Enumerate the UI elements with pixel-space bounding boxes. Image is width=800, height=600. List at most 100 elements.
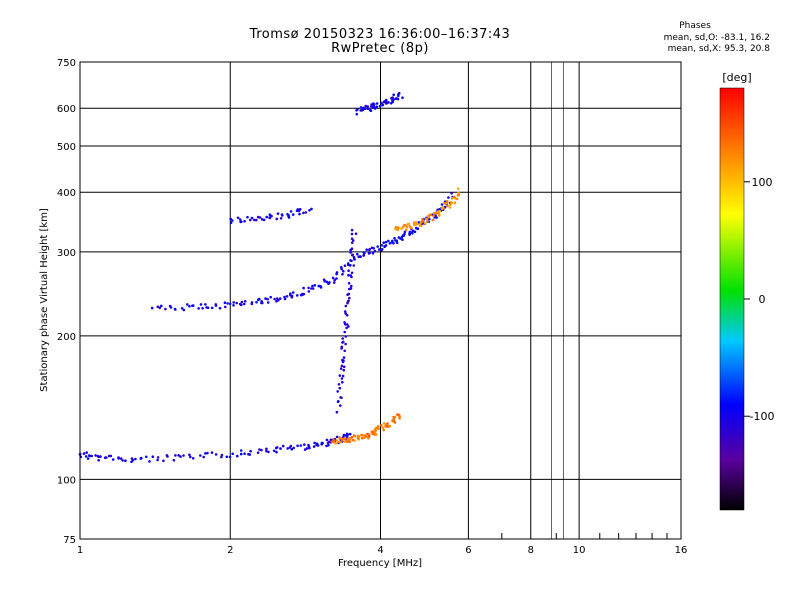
data-point — [220, 455, 223, 459]
data-point — [275, 450, 278, 454]
data-point — [387, 239, 390, 243]
data-point — [285, 295, 289, 298]
data-point — [373, 249, 377, 253]
data-point — [279, 217, 283, 220]
data-point — [363, 435, 367, 438]
data-point — [382, 241, 386, 244]
data-point — [311, 284, 314, 288]
data-point — [340, 345, 344, 349]
data-point — [336, 400, 340, 404]
data-point — [319, 286, 323, 289]
data-point — [291, 291, 295, 294]
data-point — [151, 455, 155, 459]
y-tick-label: 750 — [57, 58, 76, 69]
data-point — [303, 443, 306, 446]
data-point — [343, 321, 346, 324]
data-point — [429, 213, 432, 216]
data-point — [390, 241, 394, 244]
data-point — [325, 438, 329, 442]
data-point — [350, 247, 354, 250]
data-point — [337, 383, 341, 386]
data-point — [240, 220, 243, 223]
data-point — [372, 247, 376, 250]
data-point — [349, 274, 352, 277]
data-point — [210, 451, 214, 454]
data-point — [375, 105, 379, 108]
data-point — [411, 232, 414, 235]
data-point — [283, 297, 287, 301]
data-point — [401, 238, 404, 241]
data-point — [349, 259, 352, 262]
data-point — [290, 294, 294, 298]
data-point — [223, 301, 227, 305]
data-point — [367, 252, 371, 255]
data-point — [258, 297, 261, 301]
data-point — [339, 440, 343, 444]
data-point — [281, 444, 285, 448]
data-point — [342, 270, 345, 273]
data-point — [365, 248, 369, 251]
data-point — [343, 310, 347, 313]
data-point — [350, 284, 353, 288]
data-point — [358, 255, 362, 258]
data-point — [339, 396, 342, 399]
data-point — [260, 218, 264, 221]
data-point — [229, 221, 233, 225]
data-point — [240, 300, 244, 304]
data-point — [289, 210, 293, 213]
data-point — [455, 197, 459, 201]
data-point — [369, 109, 373, 112]
data-point — [393, 415, 397, 419]
colorbar-label: [deg] — [722, 71, 751, 84]
chart-title: Tromsø 20150323 16:36:00–16:37:43 — [249, 27, 511, 42]
data-point — [362, 254, 366, 257]
data-point — [332, 438, 336, 442]
data-point — [340, 364, 344, 368]
data-point — [356, 108, 359, 111]
data-point — [298, 208, 302, 211]
data-point — [236, 454, 239, 458]
data-point — [307, 443, 310, 447]
data-point — [380, 244, 384, 247]
data-point — [308, 446, 311, 450]
phase-stats-x: mean, sd,X: 95.3, 20.8 — [667, 44, 770, 54]
data-point — [201, 307, 204, 310]
data-point — [394, 226, 398, 229]
data-point — [291, 213, 295, 216]
data-point — [158, 306, 162, 310]
data-point — [139, 457, 143, 460]
data-point — [232, 304, 235, 307]
data-point — [332, 281, 336, 284]
data-point — [386, 424, 389, 428]
y-tick-label: 500 — [57, 142, 76, 153]
data-point — [421, 220, 424, 223]
data-point — [275, 217, 279, 221]
data-point — [174, 454, 177, 457]
data-point — [148, 460, 151, 463]
data-point — [206, 306, 210, 310]
data-point — [249, 449, 252, 453]
data-point — [405, 226, 409, 229]
data-point — [172, 458, 176, 462]
data-point — [341, 374, 345, 378]
colorbar-tick-label: 100 — [752, 176, 773, 189]
colorbar-tick-label: -100 — [750, 410, 775, 423]
chart-subtitle: RwPretec (8p) — [331, 41, 429, 56]
data-point — [411, 229, 415, 233]
data-point — [342, 356, 346, 359]
y-tick-label: 100 — [57, 475, 76, 486]
data-point — [347, 269, 350, 273]
data-point — [307, 290, 311, 293]
data-point — [310, 207, 313, 211]
data-point — [204, 303, 207, 306]
data-point — [367, 435, 371, 438]
colorbar — [719, 87, 745, 511]
data-point — [188, 453, 191, 457]
data-point — [339, 367, 343, 370]
data-point — [384, 240, 388, 244]
colorbar-tick-label: 0 — [759, 293, 766, 306]
data-point — [292, 446, 296, 450]
data-point — [449, 203, 452, 206]
data-point — [416, 227, 419, 230]
data-point — [214, 453, 218, 456]
